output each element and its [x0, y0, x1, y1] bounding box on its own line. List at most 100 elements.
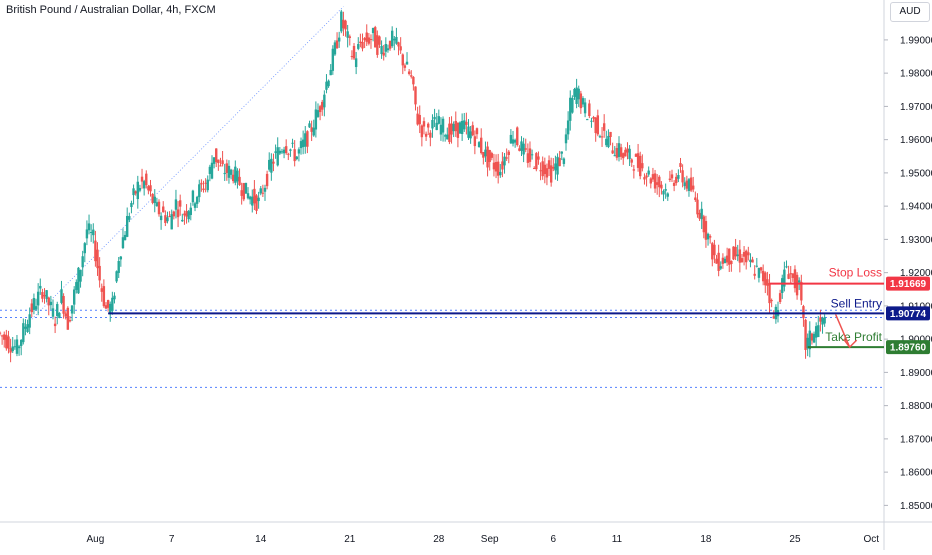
candle-body [704, 221, 708, 240]
candle-body [566, 120, 570, 135]
candle-body [696, 199, 699, 215]
candle-body [240, 190, 243, 196]
candle-body [823, 317, 826, 324]
candle-body [56, 304, 59, 316]
candle-body [647, 170, 650, 175]
candle-body [142, 181, 146, 189]
candle-body [238, 176, 241, 185]
candle-body [198, 184, 201, 198]
candle-body [473, 136, 477, 147]
candle-body [299, 141, 303, 149]
candle-body [193, 203, 197, 208]
candle-body [58, 312, 61, 319]
candle-body [694, 197, 697, 200]
candle-body [575, 87, 578, 104]
candle-body [85, 229, 89, 239]
candle-body [333, 42, 337, 55]
candle-body [342, 19, 345, 29]
candle-body [530, 154, 534, 156]
candle-body [581, 98, 585, 105]
candle-body [376, 35, 379, 55]
candle-body [562, 158, 566, 164]
candle-body [357, 44, 360, 49]
candle-body [420, 125, 424, 138]
candle-body [702, 216, 706, 233]
candle-body [348, 36, 351, 38]
candle-body [469, 131, 472, 139]
candle-body [490, 153, 494, 158]
candle-body [117, 260, 120, 273]
candle-body [596, 115, 600, 135]
candle-body [812, 333, 816, 343]
candle-body [227, 165, 231, 178]
candle-body [749, 259, 752, 263]
candle-body [53, 323, 57, 327]
candle-body [783, 269, 786, 287]
candle-body [268, 159, 271, 170]
candle-body [622, 153, 625, 159]
candle-body [450, 123, 453, 135]
candle-body [145, 173, 148, 186]
candle-body [520, 141, 523, 151]
candle-body [439, 124, 443, 135]
candle-body [486, 146, 489, 168]
candle-body [405, 61, 409, 65]
candle-body [416, 113, 419, 125]
candle-body [136, 181, 139, 200]
candle-body [255, 195, 258, 211]
candle-body [511, 139, 515, 144]
candle-body [700, 208, 703, 220]
candle-body [121, 237, 125, 249]
candle-body [513, 140, 517, 143]
candle-body [465, 121, 468, 125]
candle-body [586, 119, 589, 121]
candle-body [24, 326, 27, 329]
candle-body [231, 174, 235, 182]
candle-body [412, 76, 415, 85]
candle-body [524, 148, 527, 150]
projection-arrow-shaft [834, 314, 851, 348]
take-profit-label: Take Profit [825, 330, 882, 344]
candle-body [321, 101, 324, 110]
candle-body [397, 42, 400, 47]
candle-body [204, 182, 207, 184]
candle-body [185, 210, 188, 217]
candle-body [66, 307, 70, 330]
candle-body [549, 165, 553, 183]
candle-body [435, 122, 438, 131]
candle-body [314, 109, 318, 130]
candle-body [310, 127, 313, 132]
candle-body [36, 291, 40, 306]
candle-body [87, 223, 91, 231]
candle-body [675, 176, 678, 184]
candle-body [0, 335, 4, 337]
candle-body [98, 265, 101, 281]
candle-body [312, 127, 315, 136]
take-profit-price-badge [886, 340, 930, 355]
candle-body [202, 188, 205, 191]
currency-label[interactable]: AUD [890, 2, 930, 22]
candle-body [378, 36, 381, 45]
candle-body [49, 301, 53, 306]
candle-body [821, 317, 824, 325]
candle-body [630, 159, 633, 163]
candle-body [297, 149, 301, 154]
candle-body [223, 172, 226, 175]
candle-body [641, 163, 644, 169]
candle-body [140, 176, 144, 182]
candle-body [806, 337, 809, 349]
candle-body [556, 156, 559, 175]
candle-body [781, 278, 784, 294]
candle-body [433, 116, 436, 120]
candle-body [759, 267, 763, 271]
candle-body [772, 316, 775, 319]
candle-body [388, 40, 392, 49]
candle-body [649, 178, 653, 184]
candle-body [590, 120, 593, 122]
candle-body [242, 183, 245, 200]
candle-body [316, 110, 320, 117]
candle-body [422, 121, 426, 127]
candle-body [72, 289, 76, 305]
